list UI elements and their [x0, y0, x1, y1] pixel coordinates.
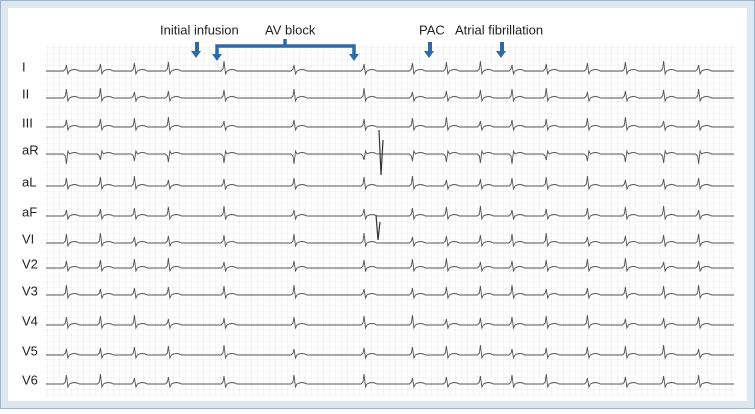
figure: Initial infusion AV block PAC Atrial fib…	[0, 0, 755, 409]
lead-label: aR	[22, 142, 39, 157]
lead-label: V4	[22, 313, 38, 328]
page: Initial infusion AV block PAC Atrial fib…	[0, 0, 755, 409]
lead-label: V2	[22, 256, 38, 271]
lead-label: V6	[22, 372, 38, 387]
annotation: AV block	[265, 22, 316, 37]
lead-label: V5	[22, 343, 38, 358]
lead-label: I	[22, 59, 26, 74]
lead-label: VI	[22, 231, 34, 246]
annotation: Atrial fibrillation	[455, 22, 543, 37]
lead-label: aL	[22, 174, 36, 189]
lead-label: V3	[22, 283, 38, 298]
lead-label: II	[22, 86, 29, 101]
annotation: Initial infusion	[160, 22, 239, 37]
lead-label: III	[22, 115, 33, 130]
annotation: PAC	[419, 22, 445, 37]
lead-label: aF	[22, 204, 37, 219]
